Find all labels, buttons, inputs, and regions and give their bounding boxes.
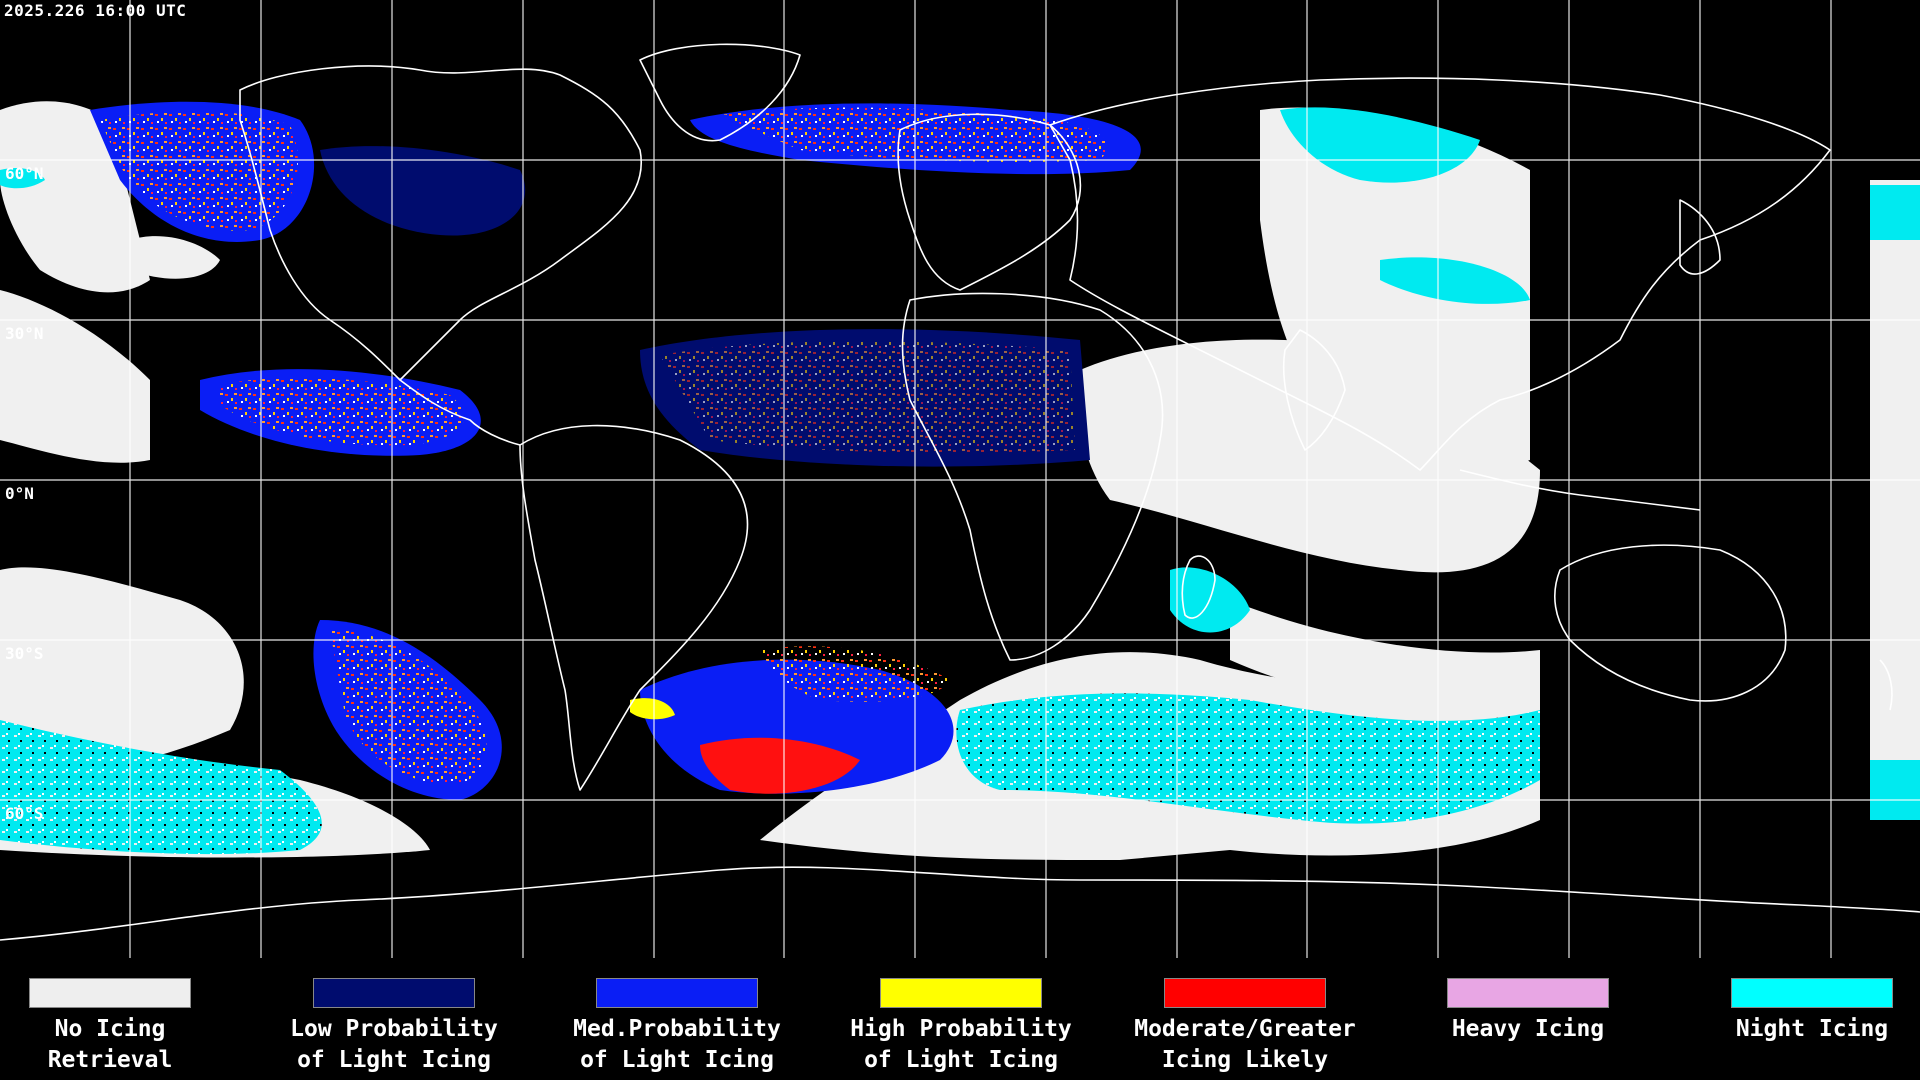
icing-north-atl bbox=[320, 146, 526, 236]
coast-central-america bbox=[399, 379, 521, 446]
icing-south-atl-yellow bbox=[630, 698, 675, 720]
legend-swatch-no-icing bbox=[29, 978, 191, 1008]
night-icing-regions bbox=[0, 107, 1920, 855]
coast-antarctica bbox=[0, 866, 1920, 941]
legend-label-no-icing: No Icing Retrieval bbox=[47, 1016, 173, 1073]
coast-north-america bbox=[239, 65, 643, 381]
icing-tropics-amer-speckle bbox=[220, 377, 465, 446]
legend-swatch-low-probability bbox=[313, 978, 475, 1008]
cyan-wpac-strip2 bbox=[1870, 760, 1920, 820]
coast-south-america bbox=[519, 424, 749, 791]
legend-label-med-probability: Med.Probability of Light Icing bbox=[573, 1016, 781, 1073]
legend-swatch-heavy-icing bbox=[1447, 978, 1609, 1008]
lat-label-30s: 30°S bbox=[5, 644, 44, 663]
coast-madagascar bbox=[1181, 555, 1216, 619]
legend-swatch-med-probability bbox=[596, 978, 758, 1008]
coast-australia bbox=[1554, 544, 1787, 702]
icing-south-atl-speckle bbox=[760, 646, 950, 702]
cyan-wpac-strip bbox=[1870, 185, 1920, 240]
coast-asia bbox=[1049, 77, 1831, 471]
lat-label-30n: 30°N bbox=[5, 324, 44, 343]
cloud-west-pac-strip bbox=[1870, 180, 1920, 820]
icing-arctic-speckle bbox=[720, 107, 1107, 162]
icing-south-atl-red bbox=[700, 737, 860, 794]
icing-map: 2025.226 16:00 UTC 60°N 30°N 0°N 30°S 60… bbox=[0, 0, 1920, 958]
coastlines bbox=[0, 43, 1920, 941]
coast-europe bbox=[897, 113, 1082, 291]
cyan-southern-ocean bbox=[956, 693, 1540, 824]
icing-namerica-speckle bbox=[100, 111, 298, 231]
coast-new-zealand bbox=[1879, 659, 1893, 711]
map-canvas bbox=[0, 0, 1920, 958]
legend-label-low-probability: Low Probability of Light Icing bbox=[290, 1016, 498, 1073]
coast-africa bbox=[901, 292, 1164, 661]
legend-label-night-icing: Night Icing bbox=[1735, 1016, 1889, 1042]
cyan-spac bbox=[0, 720, 322, 855]
cyan-npac bbox=[0, 168, 45, 189]
icing-probability-regions bbox=[90, 101, 1141, 800]
legend-swatch-night-icing bbox=[1731, 978, 1893, 1008]
legend-swatch-moderate-greater bbox=[1164, 978, 1326, 1008]
legend-label-heavy-icing: Heavy Icing bbox=[1451, 1016, 1605, 1042]
icing-spac-speckle bbox=[330, 630, 487, 785]
timestamp: 2025.226 16:00 UTC bbox=[4, 1, 187, 20]
legend: No Icing Retrieval Low Probability of Li… bbox=[0, 958, 1920, 1080]
coast-greenland bbox=[639, 43, 801, 142]
legend-label-moderate-greater: Moderate/Greater Icing Likely bbox=[1134, 1016, 1356, 1073]
legend-label-high-probability: High Probability of Light Icing bbox=[850, 1016, 1072, 1073]
lat-label-0n: 0°N bbox=[5, 484, 34, 503]
cloud-amer-n bbox=[130, 236, 220, 279]
coast-japan bbox=[1679, 199, 1721, 275]
graticule bbox=[0, 0, 1920, 958]
lat-label-60s: 60°S bbox=[5, 804, 44, 823]
cyan-asia2 bbox=[1380, 257, 1530, 304]
lat-label-60n: 60°N bbox=[5, 164, 44, 183]
cloud-africa-indian bbox=[1078, 339, 1540, 573]
cyan-asia bbox=[1280, 107, 1480, 183]
legend-swatch-high-probability bbox=[880, 978, 1042, 1008]
coast-india bbox=[1282, 329, 1346, 451]
cloud-epac bbox=[0, 290, 150, 463]
coast-indonesia bbox=[1459, 469, 1701, 511]
icing-tropics-atl-speckle bbox=[660, 340, 1075, 453]
cloud-spac bbox=[0, 567, 244, 773]
